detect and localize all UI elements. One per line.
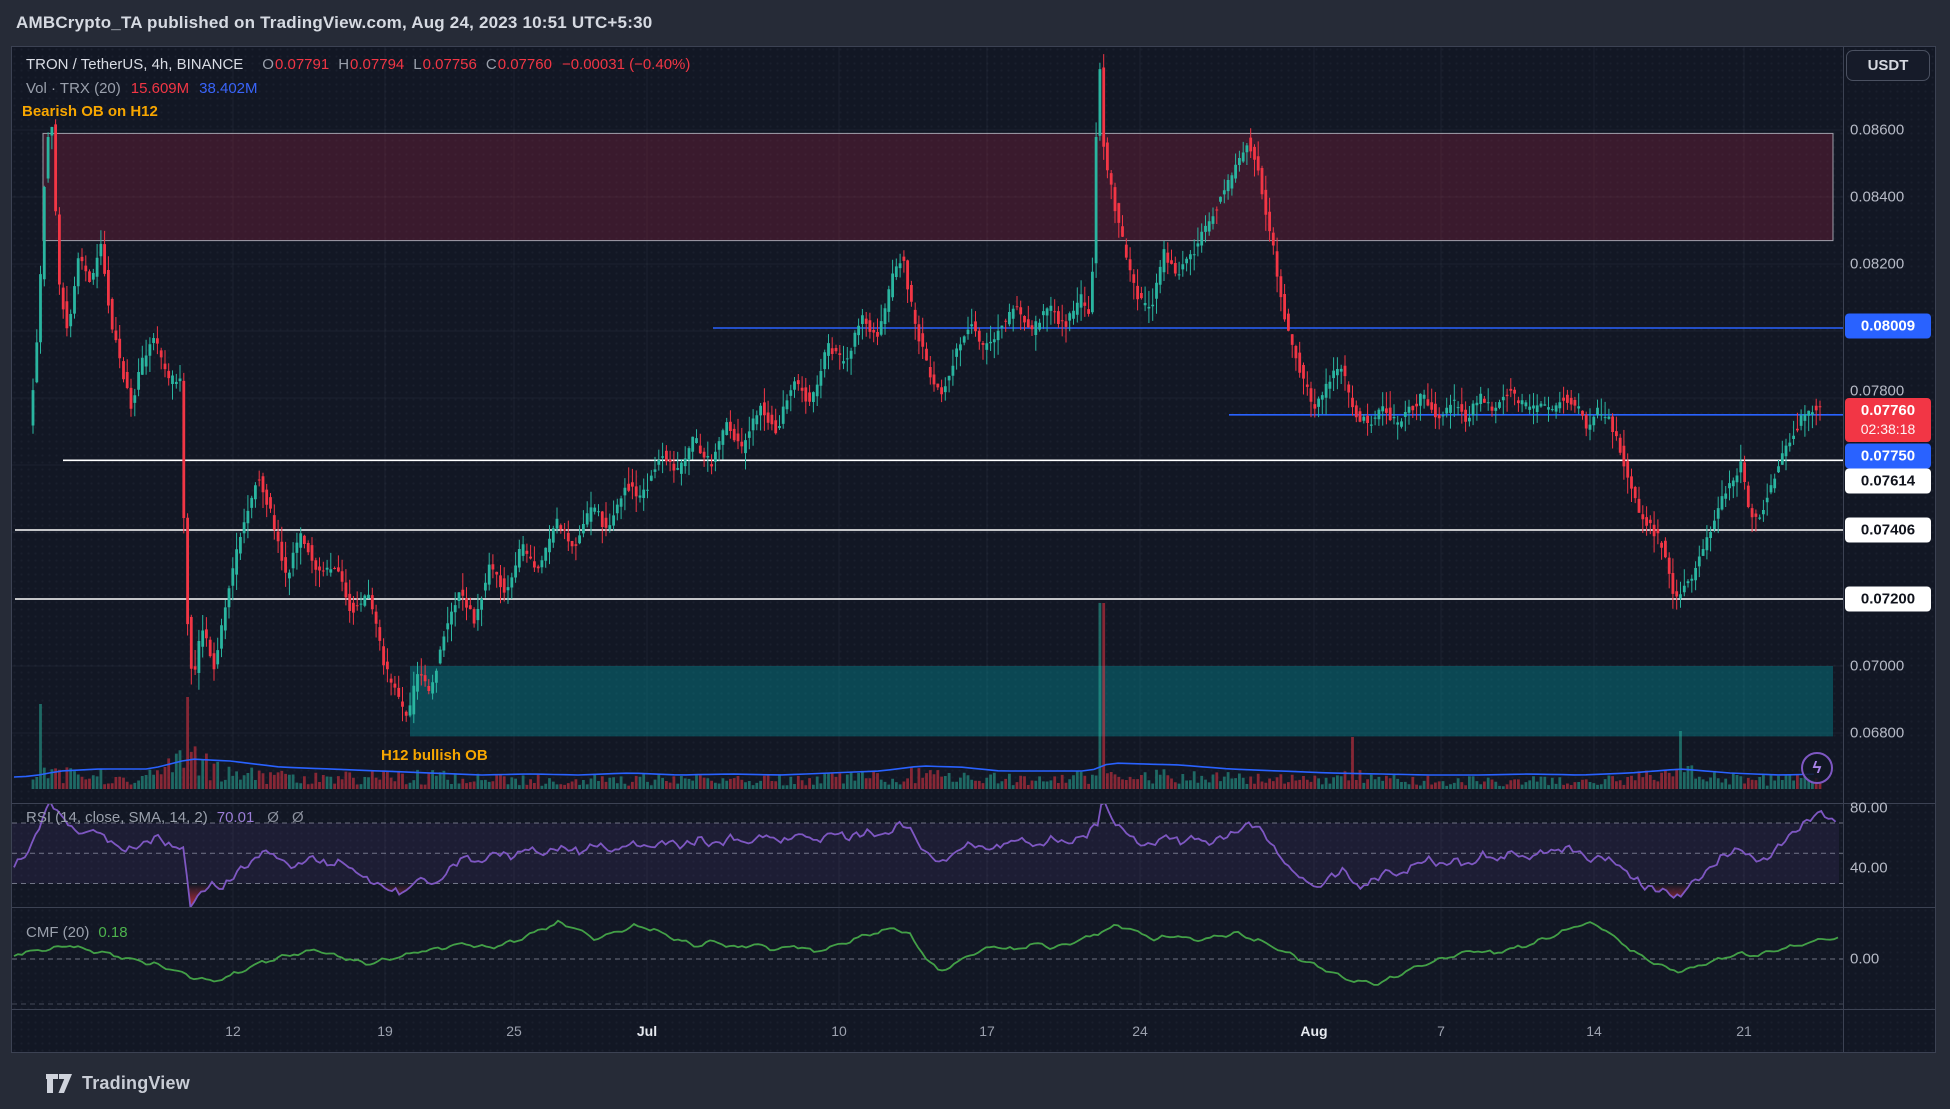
time-axis[interactable]: 12 19 25 Jul 10 17 24 Aug 7 14 21 bbox=[11, 1010, 1844, 1053]
price-axis-tick: 0.07000 bbox=[1850, 657, 1905, 675]
price-axis-tick: 0.07800 bbox=[1850, 382, 1905, 400]
price-level-badge: 0.07614 bbox=[1845, 468, 1931, 494]
rsi-hidden-value-icon: Ø bbox=[267, 809, 279, 826]
price-axis-tick: 0.06800 bbox=[1850, 724, 1905, 742]
ohlc-open-value: 0.07791 bbox=[274, 56, 330, 73]
price-level-badge: 0.08009 bbox=[1845, 313, 1931, 339]
ohlc-low-value: 0.07756 bbox=[422, 56, 477, 73]
ohlc-close-value: 0.07760 bbox=[497, 56, 552, 73]
attribution-bar: AMBCrypto_TA published on TradingView.co… bbox=[16, 13, 652, 33]
currency-button[interactable]: USDT bbox=[1846, 50, 1930, 81]
ohlc-low-label: L bbox=[413, 56, 422, 73]
cmf-value: 0.18 bbox=[98, 924, 128, 941]
current-price-badge: 0.07760 02:38:18 bbox=[1845, 398, 1931, 442]
price-axis-tick: 0.00 bbox=[1850, 950, 1880, 968]
lightning-icon: ϟ bbox=[1812, 758, 1822, 777]
volume-value: 15.609M bbox=[130, 80, 190, 97]
time-axis-label: 17 bbox=[979, 1023, 995, 1039]
price-axis-tick: 40.00 bbox=[1850, 859, 1888, 877]
price-axis-tick: 0.08400 bbox=[1850, 188, 1905, 206]
price-axis-tick: 0.08200 bbox=[1850, 255, 1905, 273]
boost-button[interactable]: ϟ bbox=[1801, 752, 1833, 784]
legend-rsi-row[interactable]: RSI (14, close, SMA, 14, 2) 70.01 Ø Ø bbox=[26, 809, 304, 826]
rsi-hidden-value-icon: Ø bbox=[291, 809, 304, 826]
rsi-value: 70.01 bbox=[216, 809, 255, 826]
ohlc-close-label: C bbox=[485, 56, 497, 73]
volume-label: Vol · TRX (20) bbox=[26, 80, 121, 97]
tradingview-logo-icon[interactable] bbox=[46, 1073, 73, 1093]
legend-symbol-row[interactable]: TRON / TetherUS, 4h, BINANCE O0.07791 H0.0… bbox=[26, 56, 690, 73]
volume-ma-value: 38.402M bbox=[199, 80, 258, 97]
price-axis-tick: 0.08600 bbox=[1850, 121, 1905, 139]
tradingview-logo-text[interactable]: TradingView bbox=[82, 1072, 190, 1093]
chart-widget[interactable] bbox=[11, 46, 1936, 1053]
symbol-title: TRON / TetherUS, 4h, BINANCE bbox=[26, 56, 244, 73]
ohlc-open-label: O bbox=[262, 56, 274, 73]
attribution-text: AMBCrypto_TA published on TradingView.co… bbox=[16, 13, 653, 32]
ohlc-high-value: 0.07794 bbox=[350, 56, 405, 73]
time-axis-label: 10 bbox=[831, 1023, 847, 1039]
price-axis-tick: 80.00 bbox=[1850, 799, 1888, 817]
footer-bar: TradingView bbox=[46, 1068, 190, 1098]
price-level-badge: 0.07750 bbox=[1845, 443, 1931, 469]
rsi-label: RSI (14, close, SMA, 14, 2) bbox=[26, 809, 208, 826]
time-axis-label: 14 bbox=[1586, 1023, 1602, 1039]
price-level-badge: 0.07200 bbox=[1845, 586, 1931, 612]
price-scale[interactable]: USDT 0.08600 0.08400 0.08200 0.07800 0.07000… bbox=[1844, 46, 1936, 1010]
bar-countdown: 02:38:18 bbox=[1860, 421, 1916, 437]
time-axis-label: Aug bbox=[1300, 1023, 1328, 1039]
price-level-badge: 0.07406 bbox=[1845, 517, 1931, 543]
time-axis-label: Jul bbox=[636, 1023, 658, 1039]
legend-cmf-row[interactable]: CMF (20) 0.18 bbox=[26, 924, 128, 941]
bullish-ob-label: H12 bullish OB bbox=[381, 747, 488, 764]
time-axis-label: 25 bbox=[506, 1023, 522, 1039]
time-axis-label: 12 bbox=[225, 1023, 241, 1039]
time-axis-label: 7 bbox=[1437, 1023, 1445, 1039]
time-axis-label: 21 bbox=[1736, 1023, 1752, 1039]
time-axis-label: 19 bbox=[377, 1023, 393, 1039]
cmf-label: CMF (20) bbox=[26, 924, 90, 941]
ohlc-high-label: H bbox=[338, 56, 350, 73]
legend-volume-row[interactable]: Vol · TRX (20) 15.609M 38.402M bbox=[26, 80, 258, 97]
change-value: −0.00031 (−0.40%) bbox=[561, 56, 691, 73]
time-axis-label: 24 bbox=[1132, 1023, 1148, 1039]
bearish-ob-label: Bearish OB on H12 bbox=[22, 103, 158, 120]
